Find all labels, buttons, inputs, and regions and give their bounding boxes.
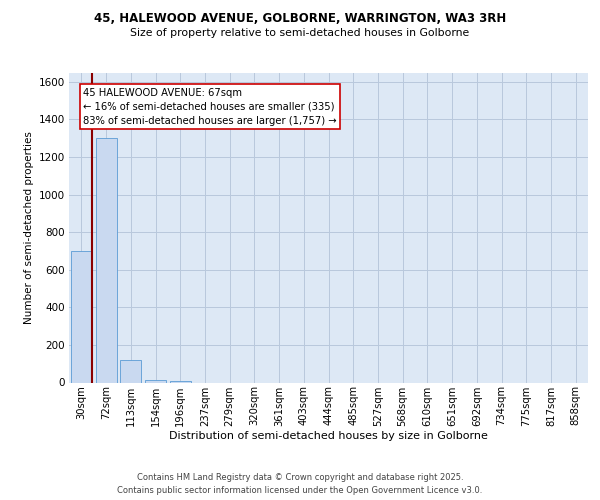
Text: Size of property relative to semi-detached houses in Golborne: Size of property relative to semi-detach…: [130, 28, 470, 38]
Bar: [71, 251, 92, 382]
Text: Contains HM Land Registry data © Crown copyright and database right 2025.: Contains HM Land Registry data © Crown c…: [137, 472, 463, 482]
Y-axis label: Number of semi-detached properties: Number of semi-detached properties: [25, 131, 34, 324]
Bar: [120, 360, 141, 382]
X-axis label: Distribution of semi-detached houses by size in Golborne: Distribution of semi-detached houses by …: [169, 431, 488, 441]
Text: 45, HALEWOOD AVENUE, GOLBORNE, WARRINGTON, WA3 3RH: 45, HALEWOOD AVENUE, GOLBORNE, WARRINGTO…: [94, 12, 506, 26]
Text: Contains public sector information licensed under the Open Government Licence v3: Contains public sector information licen…: [118, 486, 482, 495]
Bar: [170, 380, 191, 382]
Bar: [95, 138, 116, 382]
Bar: [145, 380, 166, 382]
Text: 45 HALEWOOD AVENUE: 67sqm
← 16% of semi-detached houses are smaller (335)
83% of: 45 HALEWOOD AVENUE: 67sqm ← 16% of semi-…: [83, 88, 337, 126]
